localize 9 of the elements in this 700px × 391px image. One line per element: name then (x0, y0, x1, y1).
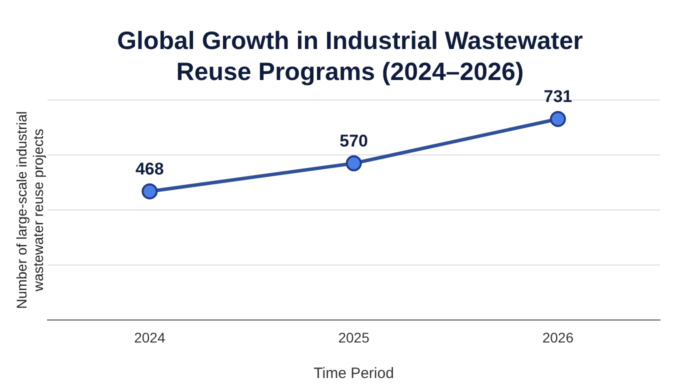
x-axis-title: Time Period (314, 365, 394, 382)
data-label: 731 (544, 87, 572, 106)
x-tick-label: 2025 (338, 329, 370, 346)
x-tick-label: 2026 (542, 329, 574, 346)
x-tick-label: 2024 (134, 329, 166, 346)
chart-title: Global Growth in Industrial Wastewater Reuse Programs (2024–2026) (117, 27, 583, 86)
y-axis-title: Number of large-scale industrial wastewater reuse projects (13, 111, 46, 309)
data-label: 570 (340, 131, 368, 150)
data-label: 468 (135, 160, 164, 179)
